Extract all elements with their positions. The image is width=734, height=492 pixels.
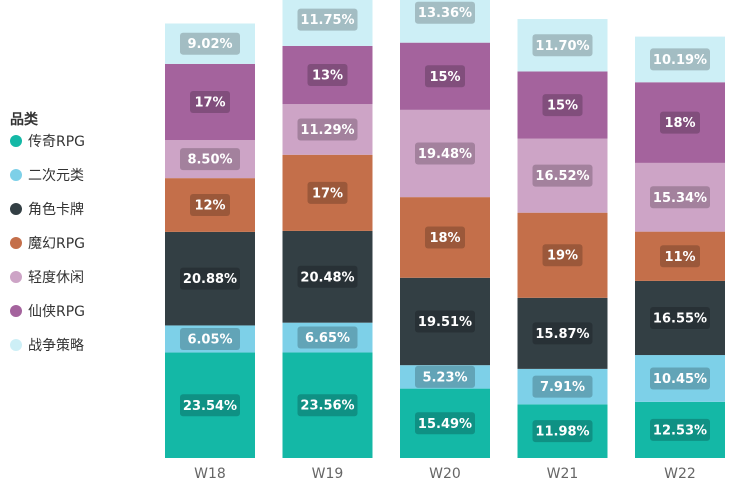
data-label: 23.56% — [300, 399, 354, 414]
data-label: 18% — [664, 116, 695, 131]
data-label: 12.53% — [653, 423, 707, 438]
data-label: 19.51% — [418, 315, 472, 330]
data-label: 7.91% — [540, 380, 585, 395]
data-label: 6.05% — [187, 332, 232, 347]
data-label: 13% — [312, 69, 343, 84]
legend-swatch — [10, 305, 22, 317]
data-label-bg — [532, 164, 593, 187]
data-label-bg — [660, 245, 700, 268]
data-label-bg — [660, 111, 700, 134]
data-label: 15.34% — [653, 191, 707, 206]
data-label-bg — [425, 226, 465, 249]
data-label: 17% — [312, 186, 343, 201]
data-label: 16.55% — [653, 311, 707, 326]
x-tick-label: W19 — [312, 466, 344, 482]
legend-swatch — [10, 237, 22, 249]
bars: 23.54% 6.05% 20.88% 12% 8.50% 17% 9.02% 23.56% 6… — [165, 0, 725, 458]
x-tick-label: W21 — [547, 466, 579, 482]
data-label: 15% — [429, 70, 460, 85]
data-label-bg — [190, 194, 230, 217]
data-label-bg — [180, 394, 240, 417]
data-label: 11% — [664, 250, 695, 265]
legend-swatch — [10, 169, 22, 181]
data-label-bg — [650, 186, 710, 209]
data-label-bg — [650, 418, 710, 441]
data-label: 10.45% — [653, 372, 707, 387]
legend-swatch — [10, 339, 22, 351]
data-label-bg — [415, 142, 475, 165]
legend-item-label: 魔幻RPG — [28, 236, 85, 252]
data-label: 13.36% — [418, 6, 472, 21]
legend-item-label: 仙侠RPG — [28, 304, 85, 320]
data-label: 5.23% — [422, 370, 467, 385]
data-label-bg — [532, 420, 593, 443]
data-label-bg — [307, 181, 348, 204]
data-label: 15.87% — [535, 327, 589, 342]
data-label-bg — [297, 394, 358, 417]
data-label: 12% — [194, 199, 225, 214]
legend-item-label: 传奇RPG — [28, 133, 85, 150]
data-label: 20.48% — [300, 270, 354, 285]
data-label-bg — [532, 322, 593, 345]
data-label: 9.02% — [187, 37, 232, 52]
data-label: 8.50% — [187, 153, 232, 168]
data-label-bg — [415, 310, 475, 333]
data-label-bg — [415, 412, 475, 435]
data-label: 19% — [547, 249, 578, 264]
data-label-bg — [180, 32, 240, 55]
data-label: 18% — [429, 231, 460, 246]
x-axis: W18 W19 W20 W21 W22 — [194, 466, 696, 482]
x-tick-label: W20 — [429, 466, 461, 482]
data-label-bg — [415, 1, 475, 24]
data-label-bg — [532, 34, 593, 57]
data-label-bg — [307, 64, 348, 87]
data-label: 10.19% — [653, 53, 707, 68]
data-label: 11.70% — [535, 39, 589, 54]
legend-item-label: 战争策略 — [28, 337, 84, 354]
legend-item-label: 二次元类 — [28, 168, 84, 184]
data-label-bg — [180, 327, 240, 350]
data-label-bg — [650, 367, 710, 390]
data-label-bg — [180, 267, 240, 290]
data-label: 15% — [547, 99, 578, 114]
data-label: 20.88% — [183, 272, 237, 287]
data-label-bg — [297, 326, 358, 349]
data-label-bg — [532, 375, 593, 398]
data-label-bg — [297, 265, 358, 288]
data-label: 6.65% — [305, 331, 350, 346]
data-label: 19.48% — [418, 147, 472, 162]
x-tick-label: W18 — [194, 466, 226, 482]
legend-item-label: 角色卡牌 — [28, 201, 84, 218]
legend-swatch — [10, 135, 22, 147]
data-label-bg — [297, 118, 358, 141]
legend-title: 品类 — [10, 111, 39, 128]
data-label: 15.49% — [418, 417, 472, 432]
data-label-bg — [297, 8, 358, 31]
data-label-bg — [180, 148, 240, 171]
data-label: 11.29% — [300, 123, 354, 138]
legend-item-label: 轻度休闲 — [28, 270, 84, 286]
data-label: 23.54% — [183, 399, 237, 414]
data-label-bg — [542, 244, 583, 267]
data-label: 11.75% — [300, 13, 354, 28]
x-tick-label: W22 — [664, 466, 696, 482]
data-label-bg — [650, 48, 710, 71]
data-label-bg — [425, 65, 465, 88]
legend-swatch — [10, 203, 22, 215]
data-label: 17% — [194, 95, 225, 110]
data-label: 16.52% — [535, 169, 589, 184]
data-label-bg — [542, 94, 583, 117]
data-label-bg — [415, 365, 475, 388]
data-label-bg — [190, 90, 230, 113]
data-label: 11.98% — [535, 425, 589, 440]
legend-swatch — [10, 271, 22, 283]
data-label-bg — [650, 306, 710, 329]
